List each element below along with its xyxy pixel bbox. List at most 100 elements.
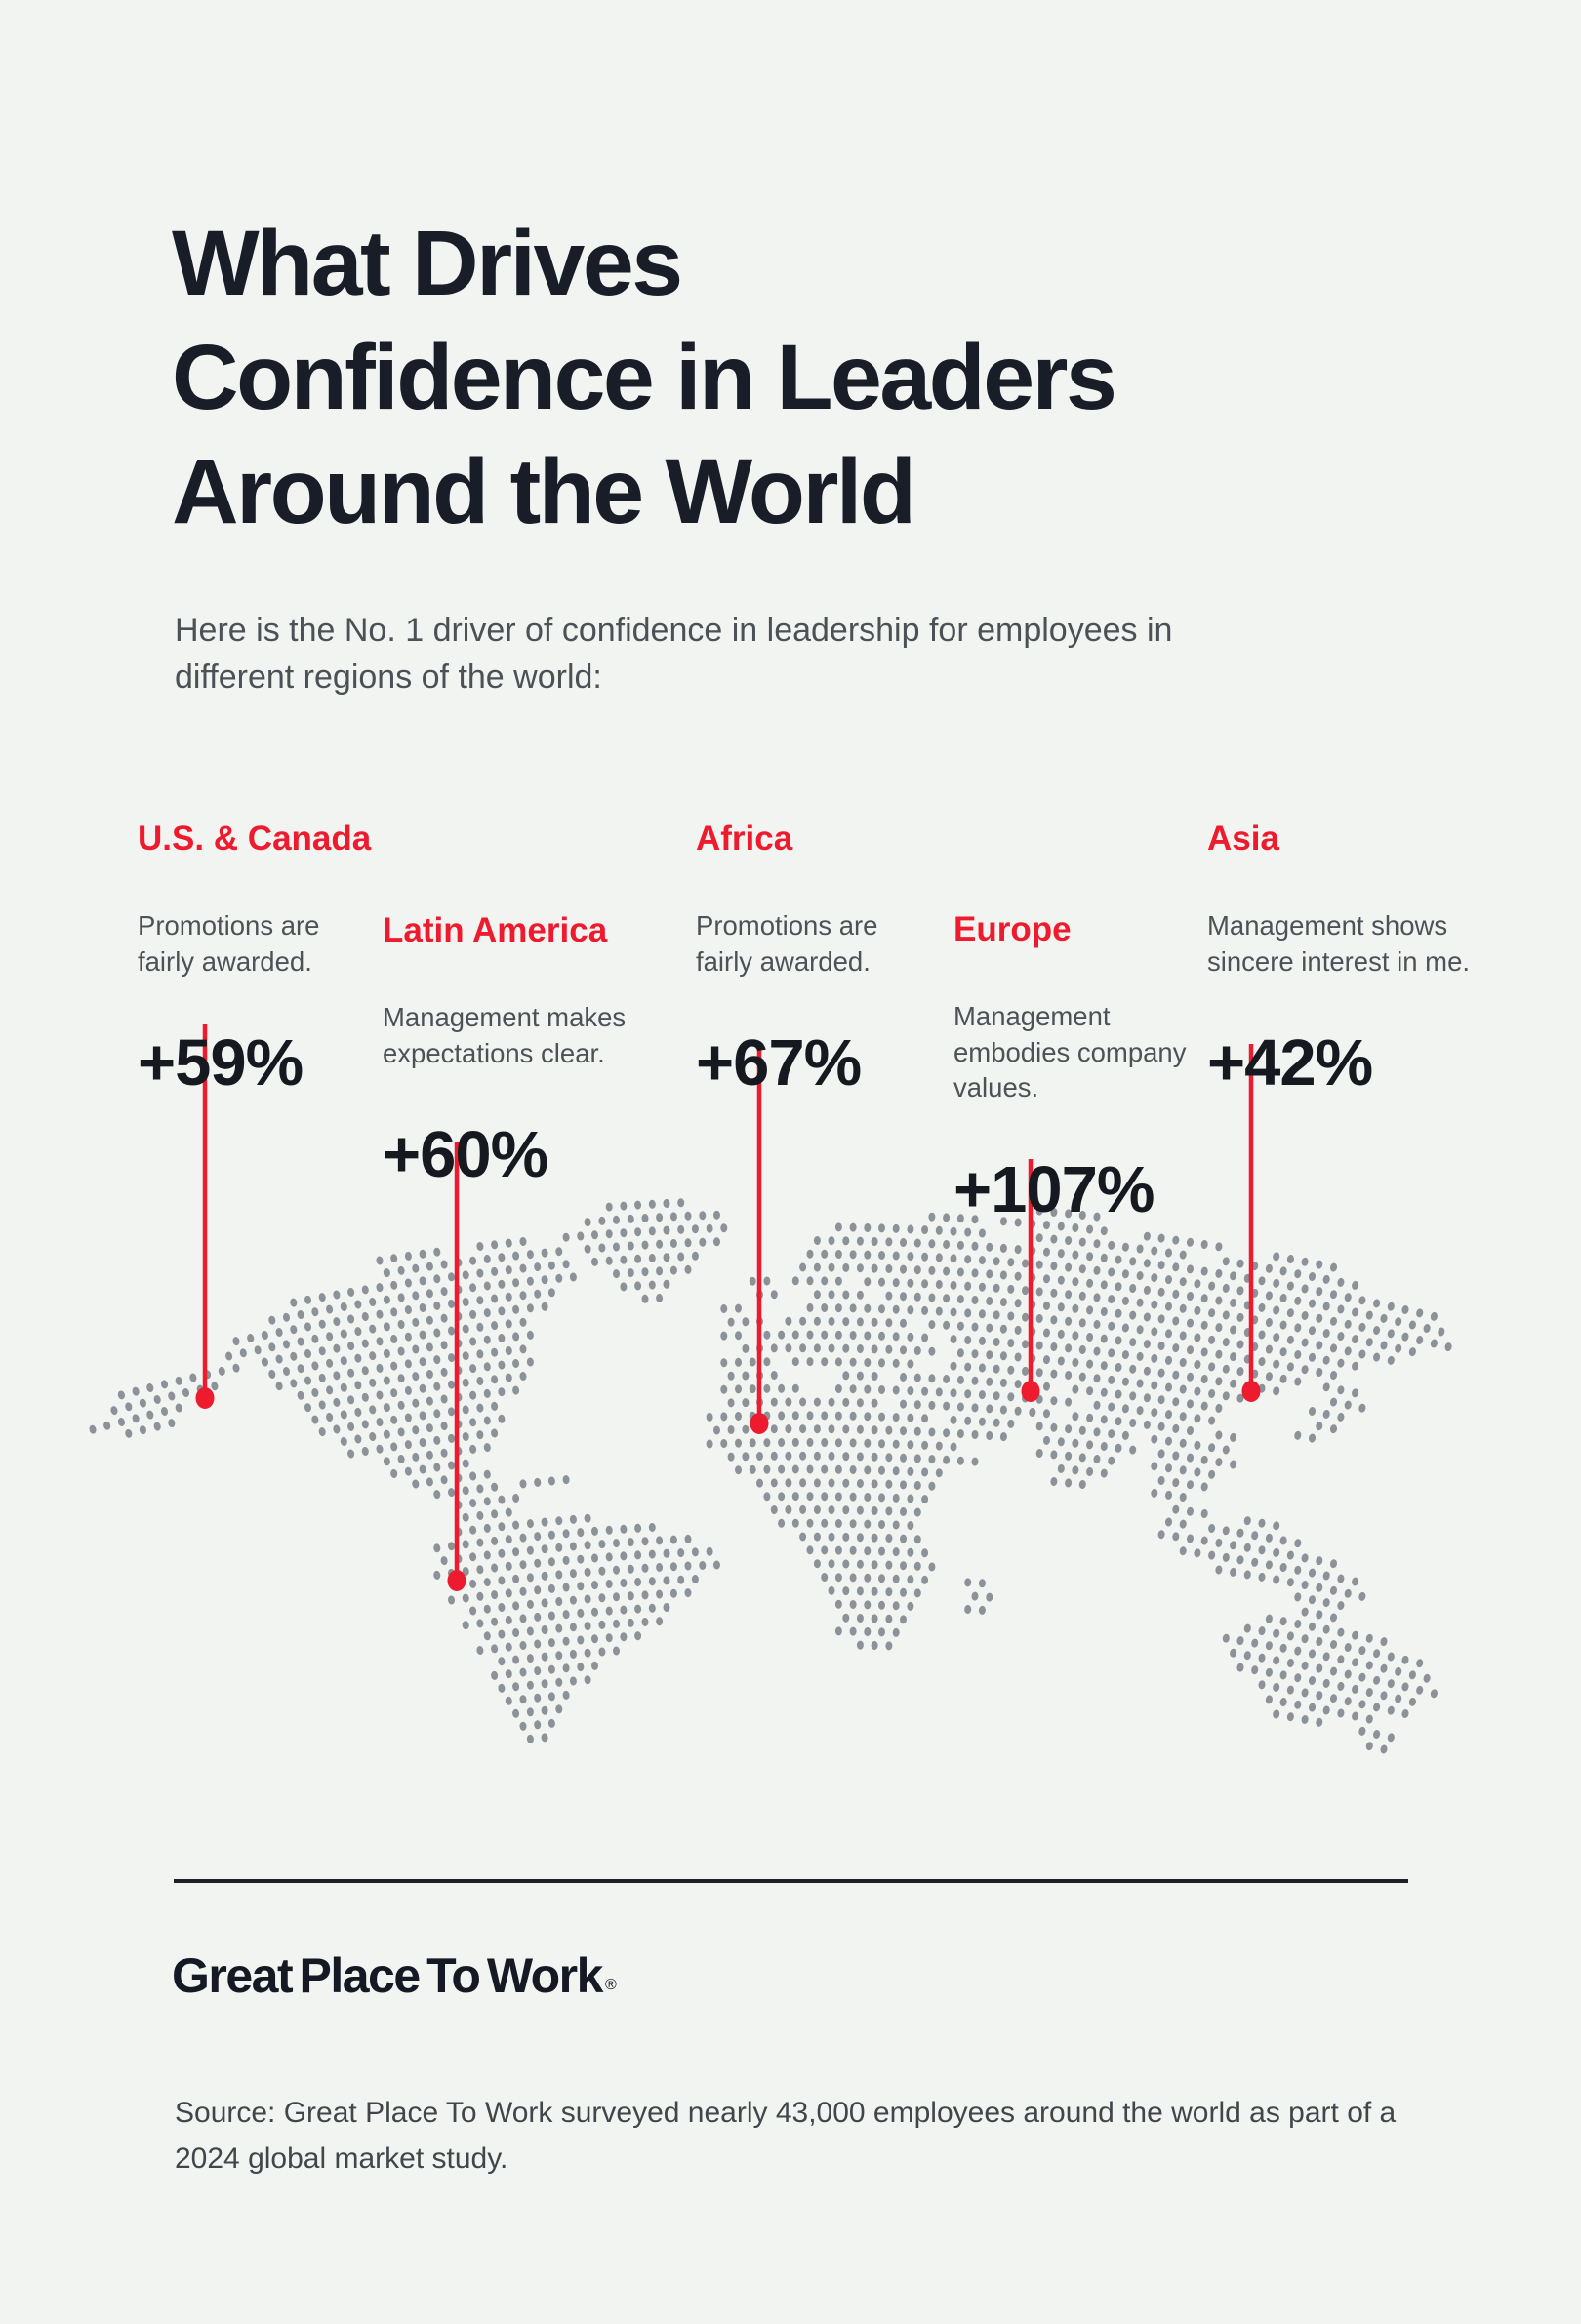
- map-dot: [519, 1479, 527, 1489]
- map-dot: [1387, 1302, 1395, 1311]
- map-dot: [404, 1305, 412, 1315]
- map-dot: [1115, 1282, 1122, 1292]
- map-dot: [519, 1560, 527, 1570]
- map-dot: [433, 1382, 441, 1391]
- map-dot: [742, 1317, 750, 1327]
- map-dot: [383, 1295, 390, 1304]
- region-name: Asia: [1207, 820, 1279, 858]
- map-dot: [426, 1396, 433, 1406]
- map-dot: [584, 1541, 591, 1550]
- map-dot: [376, 1256, 384, 1265]
- map-dot: [469, 1418, 477, 1427]
- map-dot: [1337, 1332, 1345, 1342]
- map-dot: [770, 1505, 778, 1514]
- map-dot: [1121, 1323, 1129, 1333]
- map-dot: [505, 1373, 512, 1382]
- map-dot: [1358, 1646, 1366, 1656]
- map-dot: [842, 1478, 850, 1488]
- map-dot: [1186, 1453, 1195, 1463]
- map-dot: [390, 1335, 398, 1343]
- map-dot: [577, 1582, 585, 1591]
- map-dot: [871, 1372, 878, 1381]
- map-dot: [476, 1296, 484, 1305]
- map-dot: [799, 1451, 807, 1461]
- map-dot: [318, 1400, 326, 1410]
- map-dot: [1286, 1308, 1294, 1318]
- map-dot: [512, 1251, 520, 1261]
- map-dot: [1380, 1313, 1388, 1323]
- map-dot: [1042, 1301, 1051, 1310]
- map-dot: [806, 1276, 814, 1286]
- map-dot: [1230, 1298, 1237, 1307]
- map-dot: [297, 1337, 304, 1346]
- pin-dot-Africa: [750, 1413, 769, 1434]
- map-dot: [505, 1669, 512, 1679]
- map-dot: [821, 1492, 829, 1502]
- map-dot: [433, 1435, 441, 1445]
- map-dot: [1308, 1352, 1317, 1362]
- map-dot: [534, 1720, 542, 1730]
- map-dot: [491, 1563, 499, 1573]
- map-dot: [404, 1385, 412, 1395]
- map-dot: [469, 1283, 477, 1293]
- map-dot: [821, 1464, 829, 1474]
- map-dot: [856, 1236, 864, 1246]
- map-dot: [483, 1469, 491, 1479]
- map-dot: [1157, 1261, 1165, 1270]
- map-dot: [447, 1407, 456, 1417]
- map-dot: [986, 1377, 993, 1386]
- map-dot: [547, 1664, 555, 1674]
- map-dot: [1065, 1343, 1073, 1353]
- map-dot: [999, 1405, 1007, 1415]
- map-dot: [1365, 1310, 1373, 1320]
- map-dot: [813, 1290, 821, 1300]
- map-dot: [1186, 1318, 1195, 1328]
- map-dot: [577, 1608, 585, 1618]
- map-dot: [1115, 1308, 1122, 1318]
- map-dot: [1401, 1709, 1409, 1718]
- map-dot: [1230, 1271, 1237, 1281]
- map-dot: [534, 1477, 542, 1487]
- map-dot: [749, 1438, 756, 1448]
- map-dot: [505, 1588, 512, 1598]
- map-dot: [498, 1629, 506, 1639]
- region-name: U.S. & Canada: [138, 820, 372, 858]
- map-dot: [885, 1534, 893, 1543]
- map-dot: [1035, 1260, 1043, 1269]
- map-dot: [1164, 1517, 1173, 1527]
- map-dot: [519, 1237, 527, 1246]
- map-dot: [498, 1548, 506, 1558]
- map-dot: [1344, 1669, 1352, 1679]
- map-dot: [1230, 1325, 1237, 1335]
- map-dot: [1172, 1316, 1180, 1326]
- map-dot: [1286, 1335, 1294, 1344]
- map-dot: [813, 1397, 821, 1407]
- map-dot: [821, 1276, 829, 1286]
- map-dot: [964, 1416, 972, 1425]
- map-dot: [849, 1465, 857, 1474]
- map-dot: [447, 1488, 456, 1498]
- map-dot: [1186, 1480, 1195, 1490]
- map-dot: [483, 1578, 491, 1587]
- map-dot: [755, 1424, 764, 1434]
- region-value: +42%: [1207, 1026, 1373, 1100]
- map-dot: [1387, 1355, 1395, 1365]
- map-dot: [913, 1535, 921, 1544]
- map-dot: [656, 1239, 664, 1249]
- map-dot: [498, 1253, 506, 1262]
- map-dot: [1157, 1395, 1165, 1405]
- map-dot: [755, 1478, 764, 1488]
- map-dot: [1179, 1277, 1187, 1287]
- map-dot: [1136, 1406, 1144, 1416]
- map-dot: [634, 1254, 642, 1263]
- map-dot: [828, 1236, 835, 1246]
- map-dot: [1322, 1678, 1330, 1688]
- map-dot: [397, 1400, 405, 1410]
- map-dot: [964, 1389, 972, 1399]
- map-dot: [1108, 1375, 1115, 1384]
- map-dot: [956, 1267, 964, 1277]
- map-dot: [913, 1238, 921, 1248]
- map-dot: [369, 1298, 377, 1306]
- map-dot: [1286, 1362, 1294, 1372]
- map-dot: [892, 1466, 900, 1476]
